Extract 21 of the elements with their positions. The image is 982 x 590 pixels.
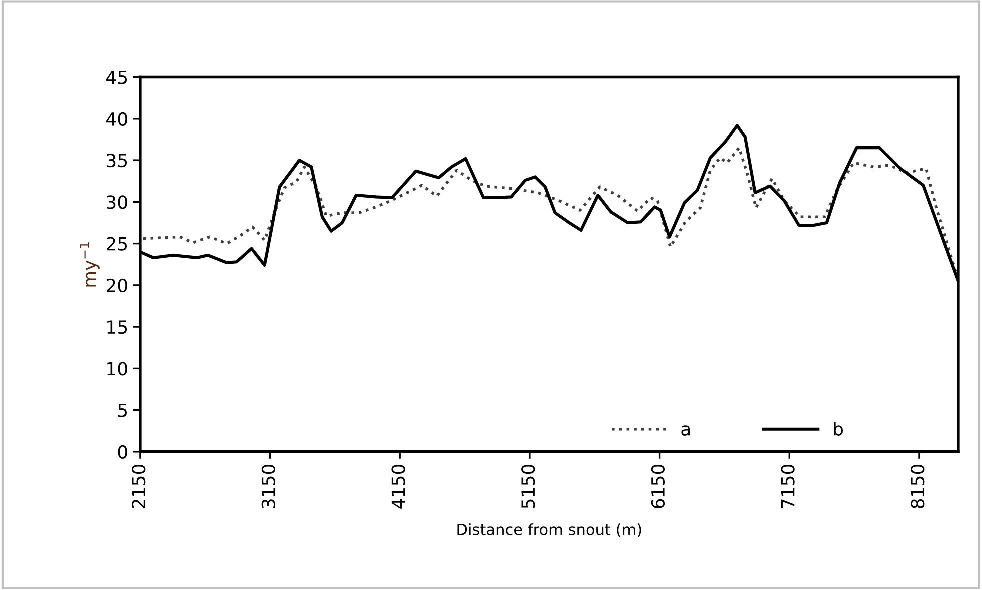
x-tick-label: 4150	[392, 464, 406, 509]
x-tick-label: 6150	[651, 464, 666, 508]
y-tick-label: 20	[106, 278, 128, 293]
y-tick-label: 25	[106, 237, 128, 251]
x-tick-label: 7150	[781, 464, 795, 508]
x-tick-label: 2150	[132, 464, 146, 508]
y-tick-label: 35	[107, 154, 128, 168]
x-tick-label: 8150	[911, 464, 925, 508]
x-axis-title: Distance from snout (m)	[458, 524, 642, 538]
x-tick-label: 3150	[262, 464, 276, 508]
y-tick-label: 0	[118, 445, 128, 460]
y-tick-label: 40	[106, 112, 128, 126]
legend-label: b	[834, 422, 844, 436]
legend-label: a	[682, 426, 690, 436]
y-tick-label: 45	[106, 70, 128, 84]
y-axis-title: my$^{−1}$	[80, 242, 100, 287]
y-tick-label: 5	[118, 404, 128, 418]
y-tick-label: 30	[107, 196, 128, 210]
y-tick-label: 10	[108, 362, 128, 376]
y-tick-label: 15	[108, 320, 128, 334]
x-tick-label: 5150	[522, 464, 536, 508]
